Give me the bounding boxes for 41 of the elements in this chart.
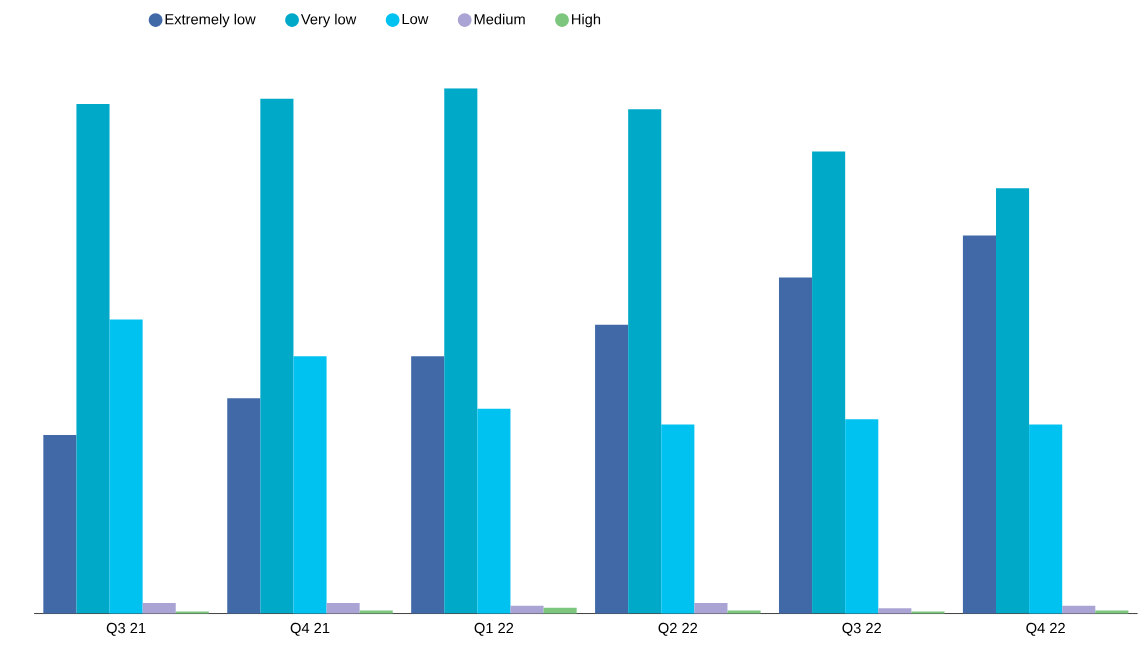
bar <box>293 356 327 614</box>
x-tick-label: Q4 22 <box>1026 622 1065 636</box>
bar <box>595 324 629 614</box>
x-tick-label: Q4 21 <box>290 622 330 636</box>
bar <box>76 104 110 614</box>
bar <box>175 611 209 614</box>
x-tick-label: Q3 21 <box>106 622 146 636</box>
legend-label: Medium <box>474 13 525 25</box>
bar <box>1029 424 1063 614</box>
bar <box>411 356 445 614</box>
bar <box>109 319 143 614</box>
legend-label: Low <box>402 13 429 25</box>
x-tick-label: Q1 22 <box>474 622 514 636</box>
x-tick-label: Q3 22 <box>842 622 881 636</box>
bar <box>326 603 360 614</box>
bar <box>962 235 996 614</box>
bar <box>778 277 813 614</box>
bar <box>142 603 176 614</box>
legend-label: Very low <box>300 13 357 28</box>
bar <box>727 610 761 614</box>
bar <box>444 88 478 614</box>
bar <box>543 607 577 614</box>
bar <box>661 424 695 614</box>
bar <box>43 435 77 614</box>
legend-label: High <box>572 13 601 28</box>
x-tick-label: Q2 22 <box>658 622 698 636</box>
bar <box>911 611 945 614</box>
bar <box>359 610 393 614</box>
bar <box>1062 605 1096 614</box>
bar <box>628 109 662 614</box>
bar <box>812 151 846 614</box>
bar <box>996 188 1030 614</box>
bar <box>227 398 261 614</box>
legend-label: Extremely low <box>165 13 256 28</box>
bar <box>1095 610 1129 614</box>
bar <box>477 408 511 614</box>
bar <box>260 98 294 614</box>
bar <box>878 608 912 614</box>
bar <box>845 419 879 614</box>
bar <box>510 605 544 614</box>
bar <box>694 603 728 614</box>
